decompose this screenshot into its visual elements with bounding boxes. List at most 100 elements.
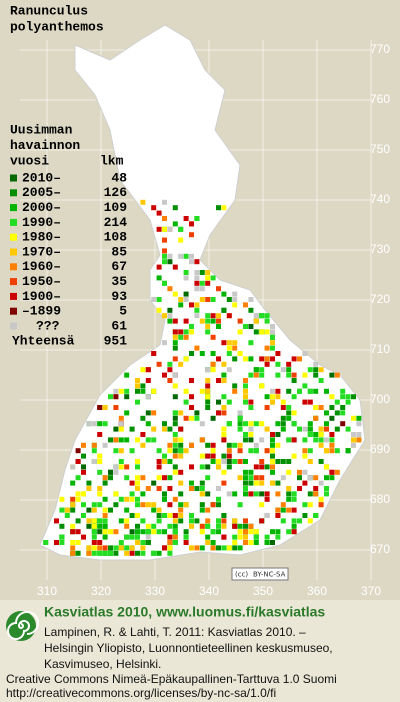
observation-square xyxy=(226,464,232,470)
observation-square xyxy=(270,388,275,394)
observation-square xyxy=(226,421,232,427)
observation-square xyxy=(145,502,151,508)
observation-square xyxy=(167,307,173,313)
observation-square xyxy=(75,459,81,464)
observation-square xyxy=(232,356,238,362)
observation-square xyxy=(259,437,265,443)
observation-square xyxy=(286,415,292,421)
observation-square xyxy=(313,432,319,437)
observation-square xyxy=(178,448,184,454)
observation-square xyxy=(167,259,173,265)
observation-square xyxy=(297,426,302,432)
observation-square xyxy=(270,480,275,486)
observation-square xyxy=(302,513,308,518)
observation-square xyxy=(270,464,275,470)
observation-square xyxy=(135,388,140,394)
observation-square xyxy=(237,448,243,454)
observation-square xyxy=(172,453,178,459)
observation-square xyxy=(97,421,103,427)
observation-square xyxy=(113,405,119,410)
y-label: 770 xyxy=(370,42,390,56)
observation-square xyxy=(253,491,259,497)
observation-square xyxy=(75,475,81,481)
observation-square xyxy=(102,529,108,535)
legend-count: 108 xyxy=(104,230,128,245)
observation-square xyxy=(313,405,319,410)
observation-square xyxy=(91,518,97,524)
legend-swatch xyxy=(10,278,17,286)
observation-square xyxy=(124,550,130,556)
observation-square xyxy=(275,459,281,464)
observation-square xyxy=(140,518,146,524)
observation-square xyxy=(205,523,211,529)
observation-square xyxy=(178,502,184,508)
observation-square xyxy=(108,475,113,481)
license: http://creativecommons.org/licenses/by-n… xyxy=(6,686,276,700)
observation-square xyxy=(216,324,221,329)
observation-square xyxy=(194,286,200,292)
observation-square xyxy=(237,523,243,529)
observation-square xyxy=(162,226,167,232)
observation-square xyxy=(162,253,167,259)
legend-label: 1990– xyxy=(22,215,61,230)
observation-square xyxy=(140,540,146,545)
observation-square xyxy=(194,545,200,551)
observation-square xyxy=(194,410,200,416)
observation-square xyxy=(167,313,173,319)
observation-square xyxy=(189,394,194,400)
observation-square xyxy=(205,475,211,481)
observation-square xyxy=(167,448,173,454)
observation-square xyxy=(189,253,194,259)
observation-square xyxy=(286,410,292,416)
observation-square xyxy=(140,415,146,421)
legend-total-count: 951 xyxy=(104,333,128,348)
observation-square xyxy=(183,253,189,259)
observation-square xyxy=(259,475,265,481)
observation-square xyxy=(102,421,108,427)
observation-square xyxy=(232,383,238,389)
observation-square xyxy=(329,442,335,448)
observation-square xyxy=(302,437,308,443)
observation-square xyxy=(189,513,194,518)
observation-square xyxy=(259,421,265,427)
observation-square xyxy=(275,513,281,518)
observation-square xyxy=(221,372,227,378)
observation-square xyxy=(194,415,200,421)
legend-swatch xyxy=(10,174,17,182)
observation-square xyxy=(162,248,167,254)
observation-square xyxy=(221,432,227,437)
observation-square xyxy=(243,523,248,529)
observation-square xyxy=(232,340,238,346)
observation-square xyxy=(81,464,86,470)
observation-square xyxy=(167,253,173,259)
observation-square xyxy=(226,297,232,302)
observation-square xyxy=(189,486,194,491)
observation-square xyxy=(226,340,232,346)
observation-square xyxy=(351,442,356,448)
observation-square xyxy=(75,550,81,556)
observation-square xyxy=(162,513,167,518)
observation-square xyxy=(189,351,194,356)
observation-square xyxy=(167,367,173,373)
legend-swatch xyxy=(10,204,17,212)
observation-square xyxy=(151,502,157,508)
observation-square xyxy=(307,399,313,405)
observation-square xyxy=(324,448,329,454)
y-label: 730 xyxy=(370,242,390,256)
observation-square xyxy=(264,405,270,410)
observation-square xyxy=(151,523,157,529)
observation-square xyxy=(183,399,189,405)
observation-square xyxy=(75,518,81,524)
observation-square xyxy=(313,388,319,394)
observation-square xyxy=(205,318,211,324)
observation-square xyxy=(145,529,151,535)
logo xyxy=(6,611,39,641)
observation-square xyxy=(113,469,119,475)
observation-square xyxy=(243,529,248,535)
observation-square xyxy=(140,491,146,497)
observation-square xyxy=(102,507,108,513)
observation-square xyxy=(270,399,275,405)
observation-square xyxy=(253,313,259,319)
observation-square xyxy=(156,210,162,216)
